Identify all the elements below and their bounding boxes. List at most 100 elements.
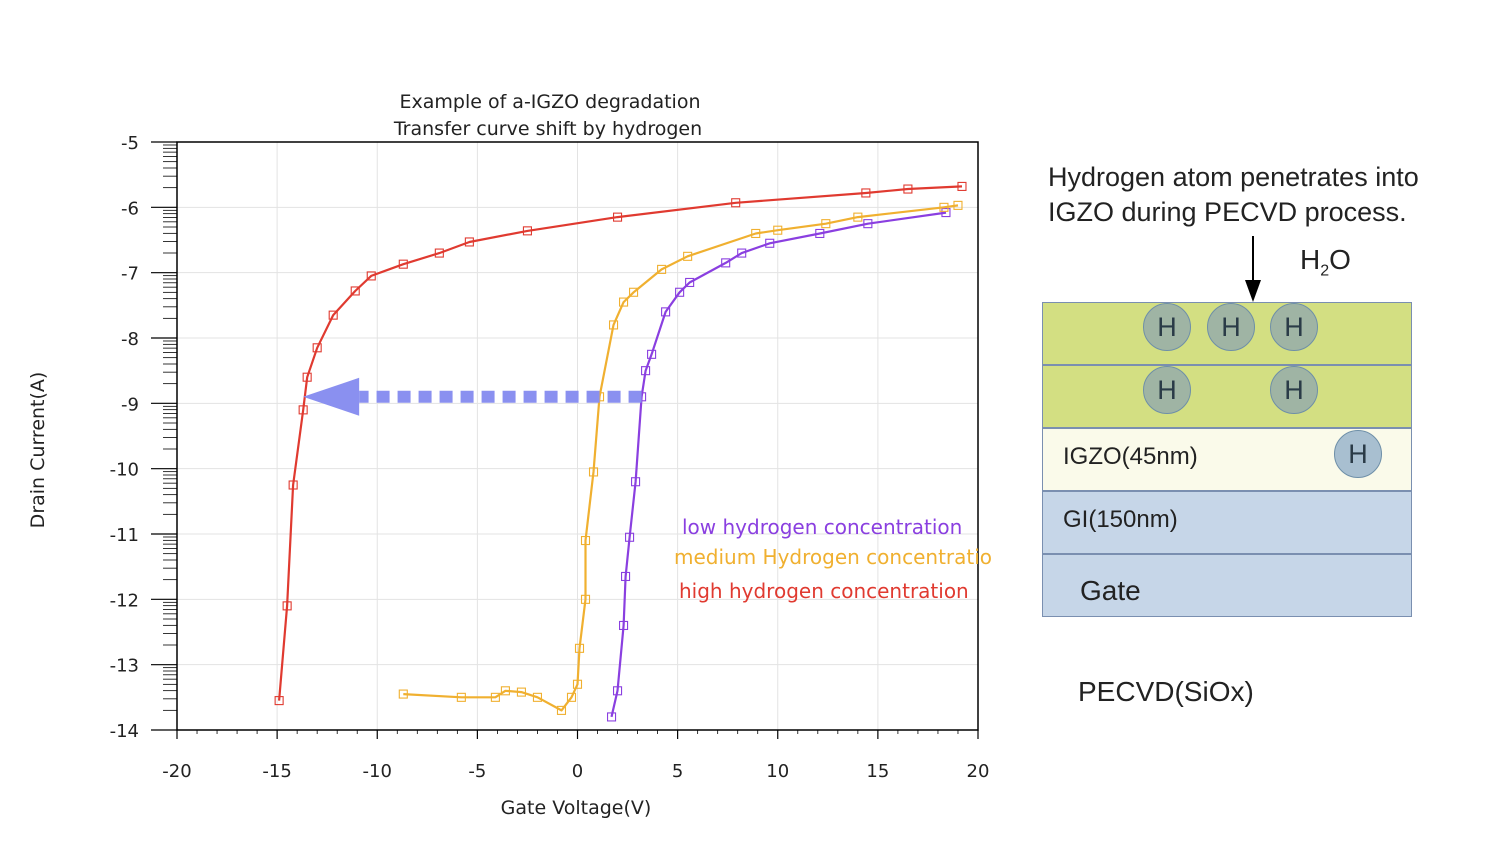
data-point-marker (398, 689, 408, 699)
x-tick-label: 20 (967, 761, 990, 782)
data-point-marker (366, 271, 376, 281)
data-point-marker (861, 188, 871, 198)
data-point-marker (863, 219, 873, 229)
data-point-marker (274, 696, 284, 706)
data-point-marker (282, 601, 292, 611)
x-tick-label: -15 (262, 761, 291, 782)
data-point-marker (657, 264, 667, 274)
data-point-marker (773, 225, 783, 235)
data-point-marker (580, 594, 591, 604)
layer-top-2 (1042, 365, 1412, 428)
y-tick-label: -12 (110, 590, 139, 611)
chart-title-line-1: Example of a-IGZO degradation (399, 91, 700, 113)
layer-gate: Gate (1042, 554, 1412, 617)
y-tick-label: -7 (121, 264, 139, 285)
data-point-marker (953, 200, 963, 210)
gate-label: Gate (1080, 575, 1141, 606)
x-tick-label: -5 (468, 761, 486, 782)
data-point-marker (398, 259, 408, 269)
data-point-marker (580, 535, 591, 546)
data-point-marker (683, 251, 693, 261)
hydrogen-atom-icon: H (1143, 366, 1191, 414)
data-point-marker (288, 480, 298, 490)
data-point-marker (328, 310, 338, 320)
legend-low-hydrogen: low hydrogen concentration (682, 515, 962, 539)
igzo-label: IGZO(45nm) (1063, 443, 1198, 470)
data-point-marker (302, 372, 312, 382)
data-point-marker (731, 198, 741, 208)
data-point-marker (500, 686, 510, 696)
data-point-marker (641, 366, 651, 376)
h2o-h: H (1300, 244, 1321, 275)
h2o-sub: 2 (1320, 262, 1330, 280)
layer-gi: GI(150nm) (1042, 491, 1412, 554)
data-point-marker (821, 219, 831, 229)
chart-title-line-2: Transfer curve shift by hydrogen (393, 118, 702, 140)
y-tick-label: -14 (110, 721, 139, 742)
hydrogen-atom-icon: H (1143, 303, 1191, 351)
data-point-marker (350, 286, 360, 296)
caption-line-2: IGZO during PECVD process. (1048, 197, 1407, 227)
legend-medium-hydrogen: medium Hydrogen concentratio (674, 545, 992, 569)
data-point-marker (456, 692, 466, 702)
data-point-marker (619, 620, 629, 631)
data-point-marker (685, 277, 695, 288)
hydrogen-atom-icon: H (1334, 430, 1382, 478)
data-point-marker (661, 307, 671, 317)
hydrogen-atom-icon: H (1270, 303, 1318, 351)
y-tick-label: -11 (110, 525, 139, 546)
data-point-marker (621, 571, 631, 582)
gi-label: GI(150nm) (1063, 506, 1178, 533)
data-point-marker (941, 208, 951, 218)
series-line (610, 211, 947, 718)
y-tick-label: -8 (121, 329, 139, 350)
x-axis-label: Gate Voltage(V) (501, 797, 652, 819)
data-point-marker (903, 184, 913, 194)
y-tick-label: -13 (110, 656, 139, 677)
y-tick-label: -5 (121, 133, 139, 154)
data-point-marker (853, 212, 863, 222)
data-point-marker (556, 705, 567, 715)
hydrogen-atom-icon: H (1270, 366, 1318, 414)
data-point-marker (612, 212, 623, 222)
diagram-caption: Hydrogen atom penetrates into IGZO durin… (1048, 160, 1419, 230)
data-point-marker (464, 237, 474, 247)
data-point-marker (675, 287, 685, 297)
x-tick-label: -20 (162, 761, 191, 782)
y-tick-label: -10 (110, 460, 139, 481)
data-point-marker (619, 297, 629, 307)
data-point-marker (751, 228, 761, 239)
data-point-marker (532, 692, 543, 702)
y-axis-label: Drain Current(A) (27, 372, 49, 529)
x-tick-label: 15 (866, 761, 889, 782)
data-point-marker (566, 692, 577, 702)
pecvd-label: PECVD(SiOx) (1078, 676, 1254, 707)
data-point-marker (516, 687, 526, 697)
data-point-marker (606, 712, 617, 722)
data-point-marker (298, 405, 308, 415)
down-arrow-shaft (1252, 236, 1254, 286)
data-point-marker (434, 248, 444, 258)
data-point-marker (631, 477, 641, 487)
series-1 (398, 200, 963, 715)
h2o-o: O (1329, 244, 1351, 275)
x-tick-label: 5 (672, 761, 683, 782)
h2o-label: H2O (1300, 244, 1351, 281)
data-point-marker (957, 181, 967, 191)
data-point-marker (574, 643, 585, 653)
data-point-marker (490, 692, 500, 702)
data-point-marker (522, 226, 532, 236)
data-point-marker (629, 287, 639, 297)
shift-arrow-head (303, 377, 360, 416)
axis-ticks: -20 -15 -10 -5 0 5 10 15 20 -5 -6 -7 -8 -9 -10 -11 -12 -1… (110, 133, 990, 782)
legend-high-hydrogen: high hydrogen concentration (679, 579, 969, 603)
series-layer (274, 181, 967, 722)
y-tick-label: -9 (121, 394, 139, 415)
grid-lines (176, 141, 979, 731)
hydrogen-penetration-diagram: Hydrogen atom penetrates into IGZO durin… (1040, 160, 1495, 720)
transfer-curve-chart: -20 -15 -10 -5 0 5 10 15 20 -5 -6 -7 -8 -9 -10 -11 -12 -1… (27, 91, 992, 819)
data-point-marker (737, 248, 747, 258)
data-point-marker (939, 202, 949, 212)
series-2 (274, 181, 967, 706)
shift-arrow-layer (303, 377, 642, 416)
